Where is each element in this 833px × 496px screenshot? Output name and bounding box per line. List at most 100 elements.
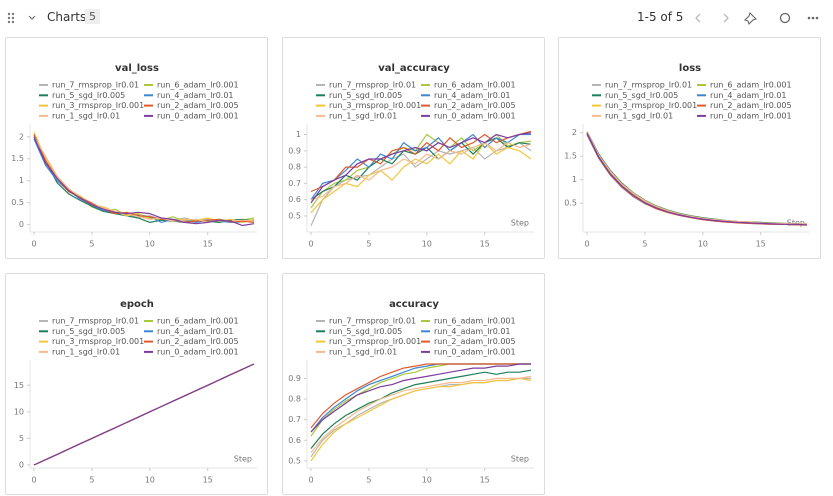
series-line (33, 132, 255, 224)
x-tick-label: 5 (366, 240, 371, 249)
toolbar-icons (695, 11, 819, 26)
legend-label: run_4_adam_lr0.01 (157, 327, 234, 336)
legend-label: run_4_adam_lr0.01 (434, 327, 511, 336)
x-axis-label: Step (787, 219, 805, 228)
series-line (586, 132, 807, 225)
y-tick-label: 1.5 (564, 152, 577, 161)
legend-label: run_7_rmsprop_lr0.01 (52, 81, 139, 90)
more-button[interactable] (807, 16, 819, 20)
chart: epoch run_7_rmsprop_lr0.01 run_6_adam_lr0.… (14, 299, 257, 485)
x-tick-label: 15 (203, 476, 213, 485)
x-axis-label: Step (234, 455, 252, 464)
collapse-icon[interactable] (28, 15, 36, 20)
legend-label: run_3_rmsprop_lr0.001 (329, 101, 421, 110)
legend-label: run_1_sgd_lr0.01 (329, 347, 397, 356)
chart-panel[interactable]: accuracy run_7_rmsprop_lr0.01 run_6_adam_l… (282, 273, 545, 495)
series-line (586, 133, 808, 226)
legend-label: run_1_sgd_lr0.01 (329, 111, 397, 120)
x-tick-label: 0 (31, 476, 36, 485)
series-line (33, 136, 255, 227)
legend-label: run_5_sgd_lr0.005 (605, 91, 678, 100)
y-tick-label: 1 (572, 175, 577, 184)
pin-button[interactable] (743, 11, 758, 26)
legend-label: run_3_rmsprop_lr0.001 (52, 337, 144, 346)
x-tick-label: 0 (308, 476, 313, 485)
series-line (586, 134, 807, 226)
legend-label: run_7_rmsprop_lr0.01 (52, 317, 139, 326)
legend-label: run_2_adam_lr0.005 (710, 101, 792, 110)
series-line (310, 133, 531, 201)
x-axis-label: Step (511, 219, 529, 228)
series-line (310, 142, 532, 201)
chart-title: epoch (120, 299, 154, 310)
y-tick-label: 0.7 (288, 179, 301, 188)
x-tick-label: 5 (366, 476, 371, 485)
series-line (33, 132, 255, 224)
y-tick-label: 1.5 (11, 154, 24, 163)
legend-label: run_6_adam_lr0.001 (434, 81, 516, 90)
series-line (310, 141, 532, 214)
y-tick-label: 0.6 (288, 436, 301, 445)
x-tick-label: 0 (584, 240, 589, 249)
y-tick-label: 2 (19, 132, 24, 141)
legend-label: run_6_adam_lr0.001 (157, 81, 239, 90)
y-tick-label: 5 (19, 434, 24, 443)
series-line (310, 137, 532, 201)
y-tick-label: 1 (19, 176, 24, 185)
y-tick-label: 0.8 (288, 163, 301, 172)
chart-title: loss (679, 63, 701, 74)
chart-title: accuracy (389, 299, 439, 310)
legend-label: run_3_rmsprop_lr0.001 (605, 101, 697, 110)
section-title[interactable]: Charts (47, 10, 87, 24)
section-header: Charts 5 1-5 of 5 (0, 0, 833, 36)
legend-label: run_0_adam_lr0.001 (434, 347, 516, 356)
legend-label: run_2_adam_lr0.005 (434, 101, 516, 110)
x-tick-label: 10 (145, 476, 155, 485)
legend-label: run_2_adam_lr0.005 (157, 101, 239, 110)
y-tick-label: 0 (19, 220, 24, 229)
x-tick-label: 5 (89, 240, 94, 249)
legend-label: run_0_adam_lr0.001 (157, 111, 239, 120)
legend-label: run_3_rmsprop_lr0.001 (52, 101, 144, 110)
chart-panel[interactable]: val_accuracy run_7_rmsprop_lr0.01 run_6_ad… (282, 37, 545, 259)
legend-label: run_5_sgd_lr0.005 (52, 91, 125, 100)
pagination: 1-5 of 5 (637, 10, 684, 24)
settings-button[interactable] (779, 12, 791, 24)
x-tick-label: 5 (89, 476, 94, 485)
chart-panel[interactable]: loss run_7_rmsprop_lr0.01 run_6_adam_lr0.0… (558, 37, 821, 259)
legend-label: run_0_adam_lr0.001 (710, 111, 792, 120)
x-tick-label: 15 (756, 240, 766, 249)
y-tick-label: 0.5 (288, 211, 301, 220)
y-tick-label: 1 (296, 130, 301, 139)
chart-panel[interactable]: val_loss run_7_rmsprop_lr0.01 run_6_adam_l… (5, 37, 268, 259)
legend-label: run_5_sgd_lr0.005 (329, 91, 402, 100)
legend-label: run_3_rmsprop_lr0.001 (329, 337, 421, 346)
series-line (33, 134, 255, 224)
series-line (310, 132, 532, 204)
series-line (310, 130, 532, 193)
y-tick-label: 0.8 (288, 395, 301, 404)
legend-label: run_4_adam_lr0.01 (710, 91, 787, 100)
legend-label: run_0_adam_lr0.001 (434, 111, 516, 120)
legend-label: run_4_adam_lr0.01 (157, 91, 234, 100)
series-line (310, 363, 531, 429)
x-tick-label: 0 (31, 240, 36, 249)
series-line (33, 136, 255, 223)
series-line (33, 134, 255, 224)
series-line (310, 369, 532, 449)
series-line (33, 136, 255, 224)
legend-label: run_2_adam_lr0.005 (434, 337, 516, 346)
series-line (33, 363, 255, 466)
legend-label: run_5_sgd_lr0.005 (329, 327, 402, 336)
x-tick-label: 10 (422, 240, 432, 249)
next-button[interactable] (723, 13, 729, 23)
x-tick-label: 5 (642, 240, 647, 249)
legend-label: run_7_rmsprop_lr0.01 (605, 81, 692, 90)
prev-button[interactable] (695, 13, 701, 23)
chart-panel[interactable]: epoch run_7_rmsprop_lr0.01 run_6_adam_lr0.… (5, 273, 268, 495)
legend-label: run_5_sgd_lr0.005 (52, 327, 125, 336)
legend-label: run_0_adam_lr0.001 (157, 347, 239, 356)
x-tick-label: 15 (203, 240, 213, 249)
y-tick-label: 15 (14, 381, 24, 390)
y-tick-label: 0.9 (288, 146, 301, 155)
